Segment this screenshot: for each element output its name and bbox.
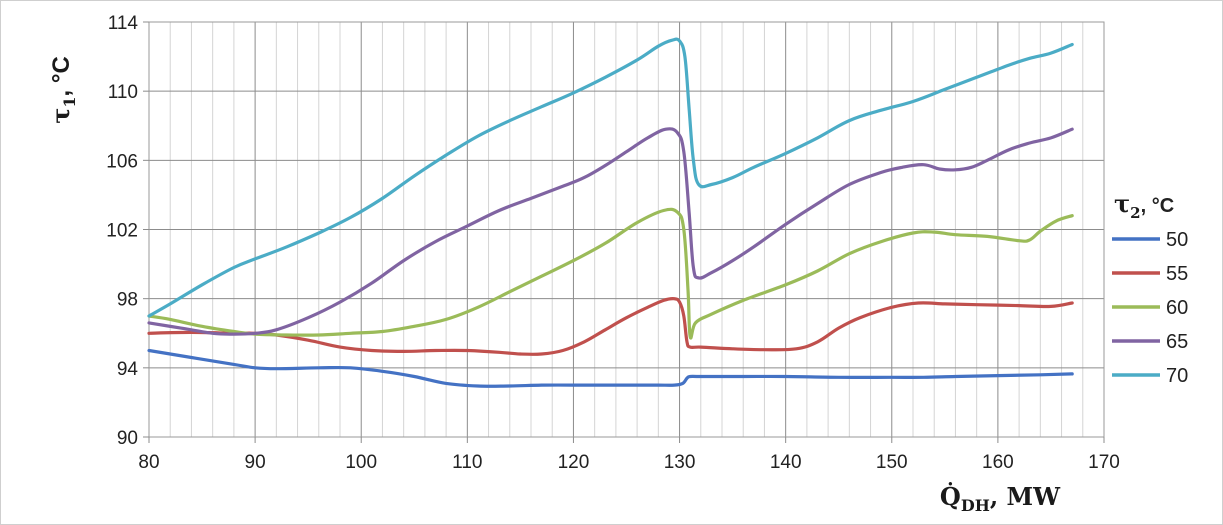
- y-axis-title: τ1, °C: [46, 56, 79, 124]
- y-tick-label: 90: [117, 428, 138, 449]
- x-tick-label: 80: [138, 452, 159, 473]
- series-lines: [147, 37, 1074, 388]
- x-tick-label: 120: [558, 452, 590, 473]
- x-tick-labels: 80 90 100 110 120 130 140 150 160 170: [138, 437, 1120, 473]
- y-tick-labels: 90 94 98 102 106 110 114: [106, 13, 149, 449]
- y-tick-label: 94: [117, 359, 139, 380]
- series-line-55: [147, 297, 1074, 356]
- series-line-65: [147, 127, 1074, 336]
- x-tick-label: 160: [982, 452, 1014, 473]
- x-axis-unit: , MW: [990, 482, 1061, 511]
- x-axis-symbol: Q̇: [940, 482, 961, 511]
- x-tick-label: 110: [452, 452, 482, 473]
- y-tick-label: 98: [117, 290, 138, 311]
- legend-label-55: 55: [1166, 263, 1188, 285]
- y-tick-label: 110: [108, 82, 138, 103]
- legend-title-unit: , °C: [1141, 195, 1175, 217]
- legend-title-symbol: τ: [1114, 189, 1130, 218]
- x-tick-label: 170: [1088, 452, 1120, 473]
- x-tick-label: 140: [770, 452, 802, 473]
- y-axis-unit: , °C: [48, 56, 75, 96]
- legend-label-65: 65: [1166, 331, 1188, 353]
- x-tick-label: 90: [245, 452, 266, 473]
- legend-title: τ2, °C: [1114, 189, 1174, 222]
- x-axis-subscript: DH: [961, 496, 990, 515]
- legend-items: 50 55 60 65 70: [1112, 229, 1188, 387]
- x-tick-label: 130: [664, 452, 696, 473]
- legend-label-60: 60: [1166, 297, 1188, 319]
- series-line-50: [147, 348, 1074, 388]
- series-line-60: [147, 207, 1074, 340]
- series-line-70: [147, 37, 1074, 318]
- y-axis-subscript: 1: [60, 96, 79, 107]
- y-tick-label: 102: [106, 221, 138, 242]
- x-tick-label: 150: [876, 452, 908, 473]
- x-axis-title: Q̇DH, MW: [940, 482, 1061, 515]
- legend-label-70: 70: [1166, 365, 1188, 387]
- y-tick-label: 114: [108, 13, 139, 34]
- legend: τ2, °C 50 55 60 65 70: [1112, 189, 1188, 387]
- y-tick-label: 106: [106, 151, 138, 172]
- legend-label-50: 50: [1166, 229, 1188, 251]
- y-axis-symbol: τ: [46, 108, 75, 124]
- legend-title-subscript: 2: [1130, 204, 1140, 222]
- x-tick-label: 100: [345, 452, 377, 473]
